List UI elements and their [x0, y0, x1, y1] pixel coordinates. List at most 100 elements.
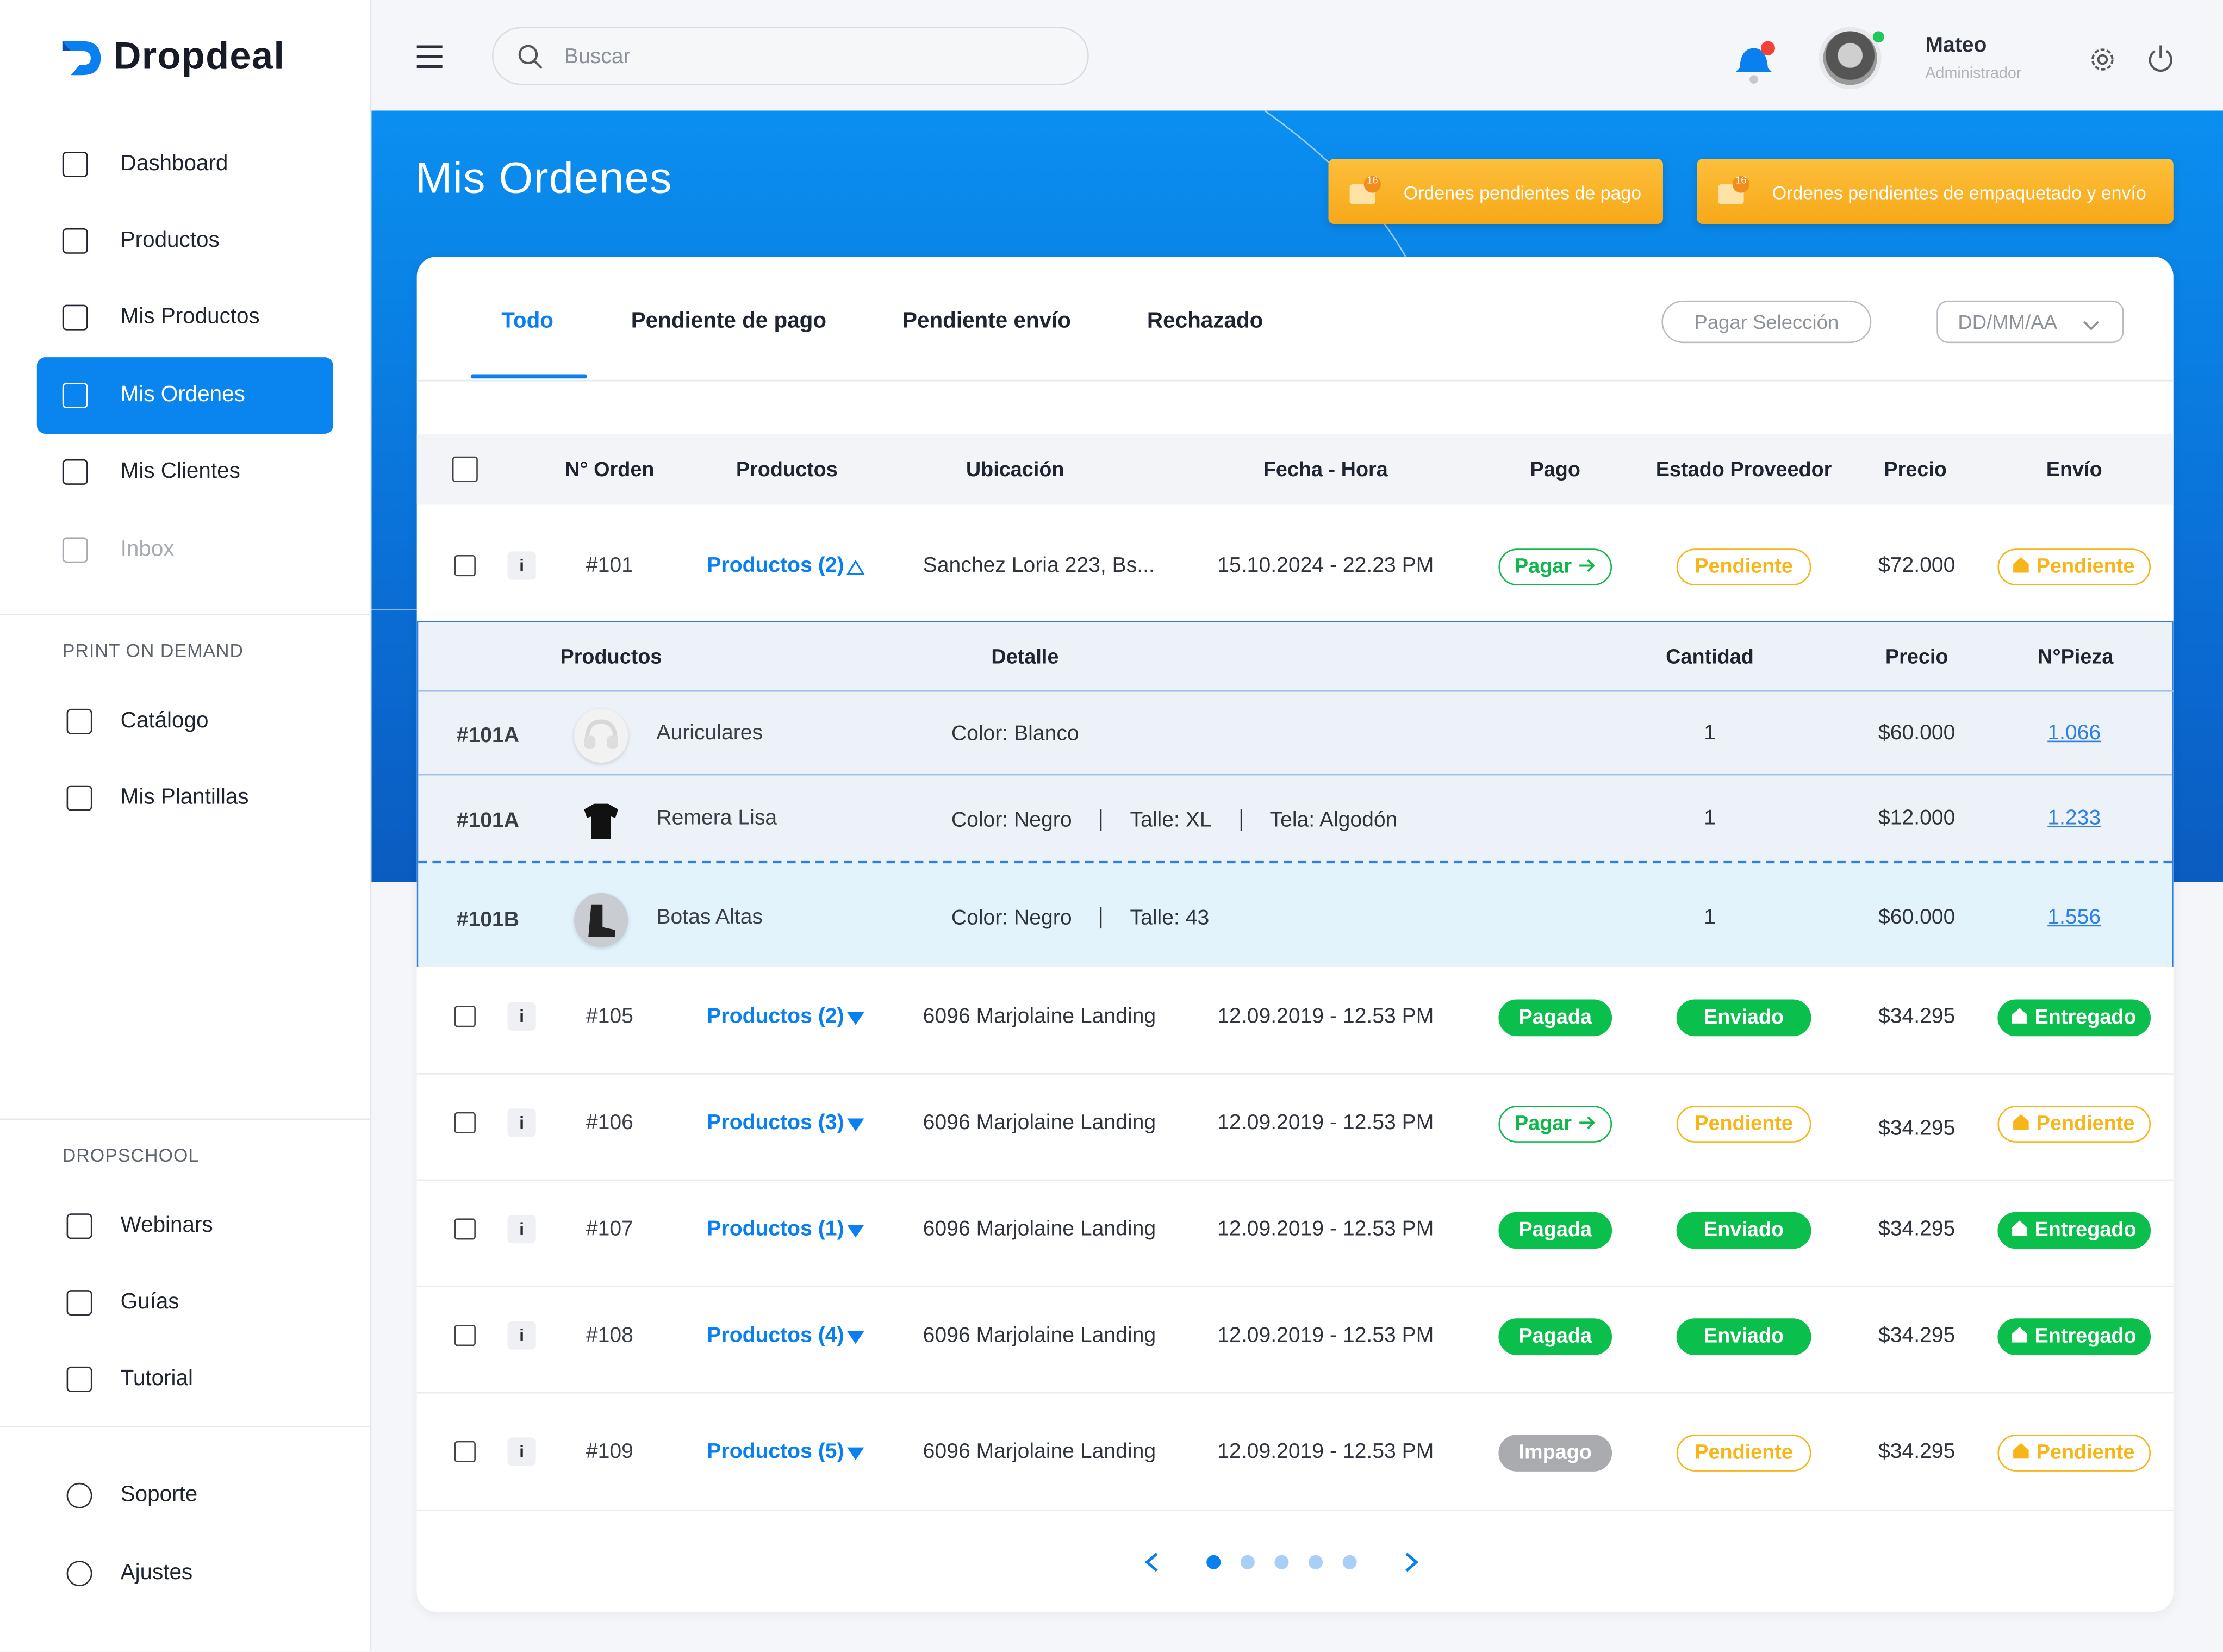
- nav-item[interactable]: Mis Plantillas: [120, 785, 249, 810]
- row-divider: [416, 1510, 2174, 1511]
- next-page[interactable]: [1404, 1551, 1421, 1574]
- info-button[interactable]: i: [507, 1437, 536, 1466]
- tab[interactable]: Pendiente de pago: [631, 309, 827, 333]
- products-link[interactable]: Productos (2): [707, 553, 844, 578]
- payment-badge[interactable]: Pagada: [1498, 999, 1612, 1037]
- column-header: Envío: [2046, 459, 2102, 482]
- supplier-badge[interactable]: Enviado: [1676, 999, 1811, 1037]
- sidebar: Dropdeal Dashboard Productos Mis Productos M…: [0, 0, 372, 1652]
- page-dot[interactable]: [1206, 1555, 1221, 1569]
- expand-icon-svg: [846, 559, 865, 575]
- nav-item[interactable]: Mis Clientes: [120, 459, 240, 484]
- piece-link[interactable]: 1.556: [2047, 904, 2101, 929]
- badge-icon: [2012, 1007, 2028, 1030]
- nav-item[interactable]: Mis Ordenes: [120, 383, 245, 407]
- supplier-text: Enviado: [1704, 1006, 1784, 1030]
- tab[interactable]: Pendiente envío: [902, 309, 1072, 333]
- alert-button[interactable]: 16 Ordenes pendientes de pago: [1328, 159, 1663, 225]
- supplier-badge[interactable]: Enviado: [1676, 1318, 1811, 1356]
- shipping-badge[interactable]: Entregado: [1997, 999, 2151, 1037]
- supplier-text: Enviado: [1704, 1325, 1784, 1349]
- shipping-text: Entregado: [2034, 1219, 2137, 1242]
- alert-button[interactable]: 16 Ordenes pendientes de empaquetado y en…: [1697, 159, 2174, 225]
- pagination: [1134, 1545, 1432, 1580]
- order-number: #101: [586, 553, 633, 578]
- nav-item[interactable]: Dashboard: [120, 152, 228, 176]
- prev-page-svg: [1144, 1553, 1158, 1572]
- nav-icon: [62, 383, 88, 409]
- product-image-svg: [588, 903, 615, 937]
- payment-badge[interactable]: Impago: [1498, 1435, 1612, 1472]
- search-icon-svg: [518, 45, 543, 69]
- logo: Dropdeal: [113, 34, 285, 78]
- row-checkbox[interactable]: [454, 1112, 476, 1133]
- nav-item[interactable]: Catálogo: [120, 708, 209, 733]
- payment-badge[interactable]: Pagada: [1498, 1318, 1612, 1356]
- detail-price: $60.000: [1878, 904, 1956, 929]
- shipping-badge[interactable]: Entregado: [1997, 1318, 2151, 1356]
- section-title: DROPSCHOOL: [62, 1144, 200, 1166]
- product-image: [580, 714, 622, 756]
- detail-attr: Color: Blanco: [951, 721, 1079, 746]
- page-dot[interactable]: [1308, 1555, 1323, 1569]
- order-number: #106: [586, 1111, 633, 1135]
- prev-page[interactable]: [1143, 1551, 1160, 1574]
- row-checkbox[interactable]: [454, 1218, 476, 1240]
- product-image-svg: [584, 803, 619, 839]
- payment-badge[interactable]: Pagada: [1498, 1212, 1612, 1249]
- tab[interactable]: Rechazado: [1147, 309, 1263, 333]
- nav-item[interactable]: Webinars: [120, 1213, 213, 1238]
- products-link[interactable]: Productos (1): [707, 1217, 844, 1242]
- nav-item[interactable]: Soporte: [120, 1482, 198, 1507]
- tab[interactable]: Todo: [501, 309, 553, 333]
- nav-item[interactable]: Ajustes: [120, 1561, 193, 1585]
- detail-price: $12.000: [1878, 806, 1956, 830]
- pay-selection-button[interactable]: Pagar Selección: [1661, 300, 1872, 344]
- supplier-badge[interactable]: Enviado: [1676, 1212, 1811, 1249]
- detail-header: N°Pieza: [2038, 646, 2114, 669]
- nav-active-bg: [36, 357, 333, 434]
- payment-badge[interactable]: Pagar: [1498, 548, 1612, 586]
- row-checkbox[interactable]: [454, 1324, 476, 1346]
- info-button[interactable]: i: [507, 1321, 536, 1350]
- piece-link[interactable]: 1.066: [2047, 720, 2101, 745]
- row-divider: [416, 1392, 2174, 1394]
- products-link[interactable]: Productos (4): [707, 1323, 844, 1348]
- price: $34.295: [1878, 1004, 1956, 1028]
- info-button[interactable]: i: [507, 1002, 536, 1031]
- piece-link[interactable]: 1.233: [2047, 806, 2101, 830]
- row-checkbox[interactable]: [454, 1441, 476, 1462]
- detail-attr: Tela: Algodón: [1240, 808, 1426, 830]
- product-name: Remera Lisa: [656, 806, 777, 830]
- nav-item[interactable]: Tutorial: [120, 1366, 193, 1391]
- row-checkbox[interactable]: [454, 554, 476, 577]
- nav-item[interactable]: Mis Productos: [120, 304, 260, 329]
- date-filter[interactable]: DD/MM/AA: [1936, 300, 2124, 344]
- info-button[interactable]: i: [507, 1108, 536, 1137]
- products-link[interactable]: Productos (3): [707, 1111, 844, 1135]
- nav-item[interactable]: Inbox: [120, 537, 175, 562]
- search-icon: [518, 44, 543, 70]
- row-checkbox[interactable]: [454, 1006, 476, 1027]
- page-dot[interactable]: [1342, 1555, 1357, 1569]
- info-button[interactable]: i: [507, 1214, 536, 1244]
- shipping-badge[interactable]: Entregado: [1997, 1212, 2151, 1249]
- select-all-checkbox[interactable]: [452, 456, 478, 482]
- products-link[interactable]: Productos (5): [707, 1439, 844, 1464]
- order-number: #108: [586, 1323, 633, 1348]
- info-button[interactable]: i: [507, 551, 536, 580]
- page-dot[interactable]: [1240, 1555, 1255, 1569]
- nav-item[interactable]: Productos: [120, 228, 220, 253]
- badge-arrow: [1579, 1113, 1596, 1136]
- price: $72.000: [1878, 553, 1956, 578]
- products-link[interactable]: Productos (2): [707, 1004, 844, 1028]
- payment-badge[interactable]: Pagar: [1498, 1106, 1612, 1143]
- nav-item[interactable]: Guías: [120, 1290, 179, 1314]
- shipping-badge: Pendiente: [1997, 1435, 2151, 1472]
- page-dot[interactable]: [1274, 1555, 1289, 1569]
- search-box[interactable]: Buscar: [491, 27, 1089, 85]
- alert-count: 16: [1735, 176, 1747, 186]
- avatar[interactable]: [1819, 27, 1882, 90]
- detail-row: #101A Remera Lisa Color: Negro Talle: XL Tel…: [418, 774, 2172, 859]
